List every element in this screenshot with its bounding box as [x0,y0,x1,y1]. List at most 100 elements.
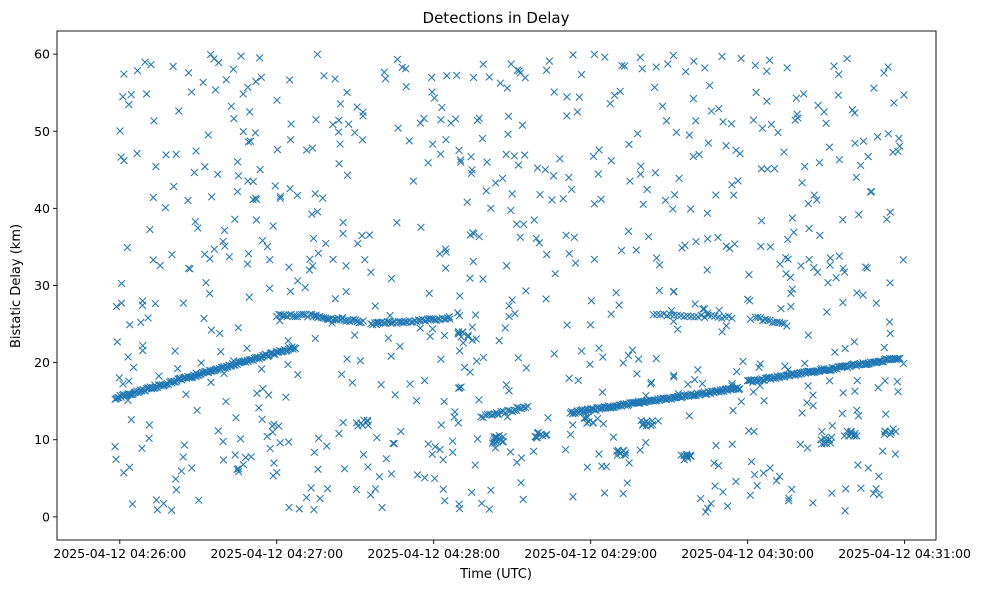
noise-point [455,146,463,155]
noise-point [798,178,806,187]
noise-point [456,292,464,300]
noise-point [389,439,397,448]
noise-point [467,169,476,178]
noise-point [171,475,180,483]
noise-point [729,406,737,415]
noise-point [221,242,229,250]
noise-point [763,97,771,105]
noise-point [129,363,138,372]
noise-point [397,427,405,436]
noise-point [113,338,122,346]
noise-point [387,274,396,283]
noise-point [391,391,399,399]
noise-point [207,326,216,334]
cluster-point [454,329,462,337]
noise-point [430,474,439,483]
noise-point [805,224,813,233]
noise-point [233,158,242,166]
noise-point [506,448,515,456]
track-point [736,385,744,393]
noise-point [883,215,891,224]
noise-point [597,195,605,204]
noise-point [485,505,494,514]
noise-point [670,190,679,199]
noise-point [412,396,421,405]
noise-point [323,484,332,493]
noise-point [886,208,895,216]
noise-point [841,344,849,353]
noise-point [863,264,871,272]
noise-point [295,505,304,513]
noise-point [814,101,822,110]
x-axis-label: Time (UTC) [459,567,532,582]
noise-point [454,419,463,427]
noise-point [350,128,359,137]
noise-point [841,506,849,515]
noise-point [823,308,831,316]
plot-area-frame [56,30,937,541]
noise-point [256,165,264,174]
noise-point [803,398,811,407]
noise-point [127,90,136,99]
noise-point [213,170,222,179]
track-point [348,316,356,324]
noise-point [252,216,261,224]
noise-point [396,342,404,351]
noise-point [377,380,385,389]
noise-point [825,143,834,151]
noise-point [804,199,813,208]
noise-point [650,83,659,92]
noise-point [244,249,253,258]
noise-point [329,120,337,129]
noise-point [210,245,219,254]
noise-point [599,353,607,361]
noise-point [276,192,285,201]
noise-point [344,120,353,128]
noise-point [624,227,633,236]
cluster-point [889,425,897,433]
noise-point [673,325,682,334]
noise-point [184,196,192,205]
noise-point [169,182,178,191]
noise-point [138,297,147,305]
noise-point [120,156,128,165]
noise-point [193,406,201,415]
noise-point [405,137,414,145]
noise-point [867,187,876,196]
noise-point [595,344,603,352]
noise-point [624,351,633,360]
track-point [670,311,678,319]
noise-point [437,421,446,429]
noise-point [595,146,603,154]
noise-point [805,255,813,264]
noise-point [502,150,510,159]
noise-point [308,210,316,218]
noise-point [220,226,229,235]
noise-point [636,53,645,62]
noise-point [770,164,779,173]
noise-point [790,228,798,237]
noise-point [192,147,200,155]
noise-point [707,107,716,115]
noise-point [900,91,908,99]
noise-point [273,145,282,154]
noise-point [694,365,702,374]
noise-point [310,505,318,514]
noise-point [775,472,784,481]
noise-point [505,302,513,310]
noise-point [320,71,328,80]
noise-point [439,485,448,494]
noise-point [270,420,278,429]
noise-point [792,94,801,103]
noise-point [234,467,243,476]
noise-point [138,346,147,355]
noise-point [252,195,261,204]
noise-point [485,73,494,81]
track-point [666,310,675,319]
noise-point [703,309,712,317]
noise-point [417,223,425,232]
noise-point [757,242,765,251]
noise-point [810,191,819,199]
noise-point [201,162,209,171]
noise-point [127,415,136,424]
